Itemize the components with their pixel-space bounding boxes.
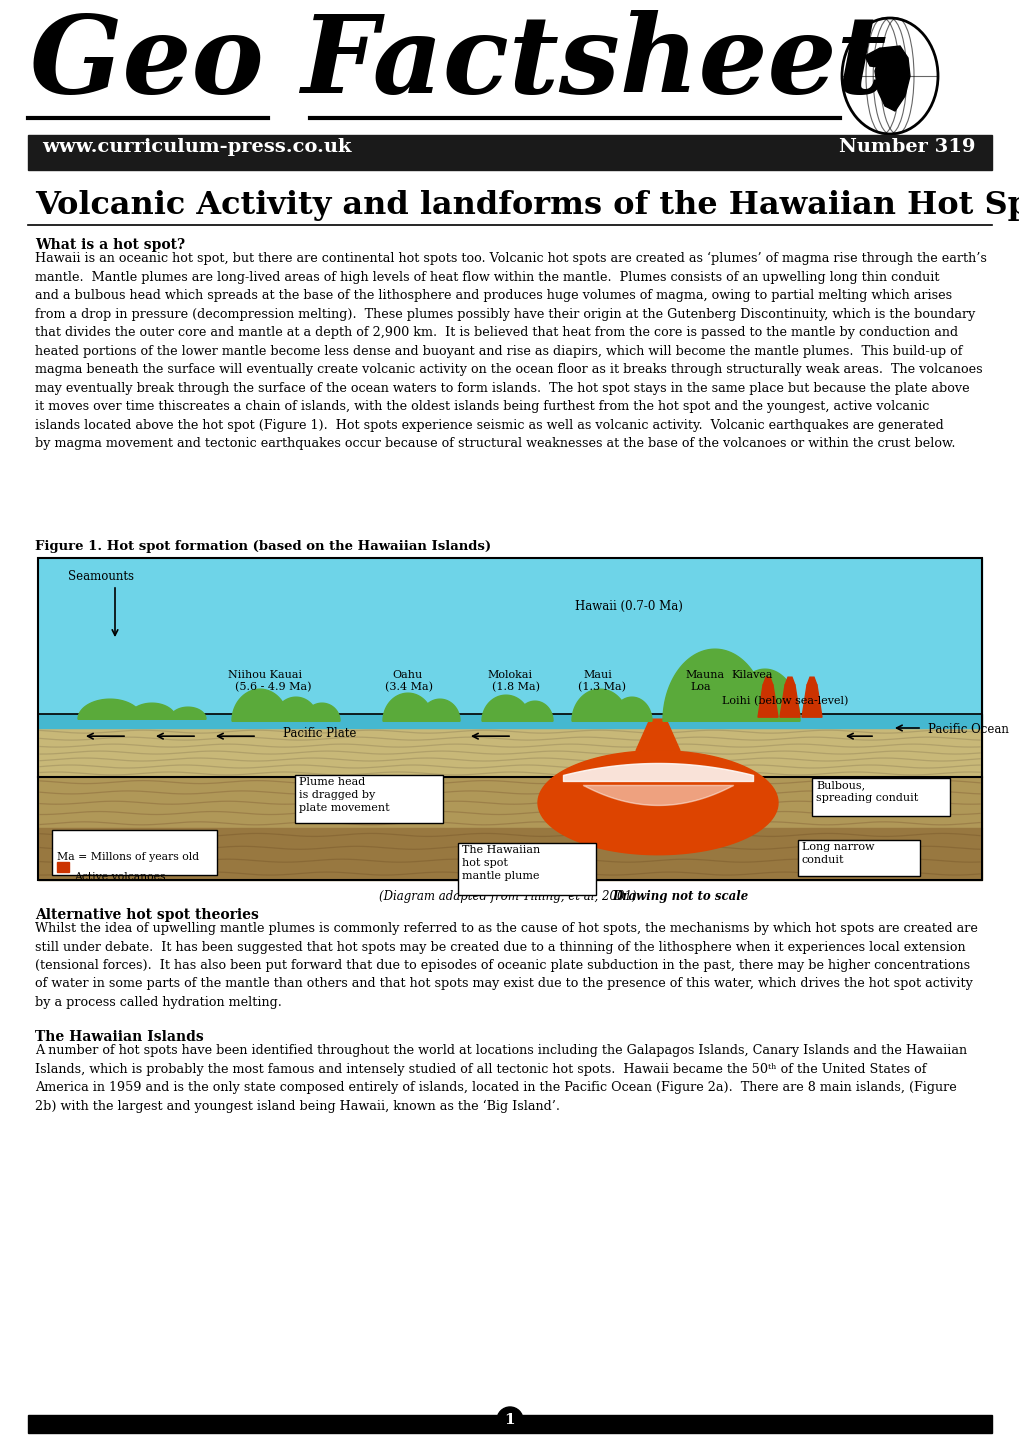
Polygon shape [757, 685, 777, 717]
Text: Niihou Kauai: Niihou Kauai [228, 671, 302, 681]
Text: Molokai: Molokai [486, 671, 532, 681]
Polygon shape [806, 678, 816, 685]
Bar [38, 558, 981, 880]
Polygon shape [517, 701, 552, 721]
Text: (Diagram adapted from Tilling, et al, 2001): (Diagram adapted from Tilling, et al, 20… [379, 890, 640, 903]
Bar [57, 862, 69, 872]
Text: Long narrow
conduit: Long narrow conduit [801, 842, 873, 865]
FancyBboxPatch shape [294, 774, 442, 823]
Text: Pacific Ocean: Pacific Ocean [927, 722, 1008, 735]
Polygon shape [762, 678, 772, 685]
Text: Geo Factsheet: Geo Factsheet [30, 10, 886, 115]
Polygon shape [231, 689, 287, 721]
Polygon shape [482, 695, 530, 721]
Text: Loa: Loa [689, 682, 710, 692]
Text: Pacific Plate: Pacific Plate [283, 727, 357, 740]
Text: The Hawaiian Islands: The Hawaiian Islands [35, 1030, 204, 1044]
FancyBboxPatch shape [458, 844, 595, 895]
Text: Plume head
is dragged by
plate movement: Plume head is dragged by plate movement [299, 777, 389, 813]
Polygon shape [382, 694, 433, 721]
Polygon shape [170, 707, 206, 720]
Text: Volcanic Activity and landforms of the Hawaiian Hot Spot: Volcanic Activity and landforms of the H… [35, 190, 1019, 221]
Text: (1.3 Ma): (1.3 Ma) [578, 682, 626, 692]
Polygon shape [730, 669, 799, 721]
Text: A number of hot spots have been identified throughout the world at locations inc: A number of hot spots have been identifi… [35, 1044, 966, 1113]
Polygon shape [537, 751, 777, 855]
Text: Whilst the idea of upwelling mantle plumes is commonly referred to as the cause : Whilst the idea of upwelling mantle plum… [35, 921, 977, 1009]
Text: Hawaii is an oceanic hot spot, but there are continental hot spots too. Volcanic: Hawaii is an oceanic hot spot, but there… [35, 252, 986, 450]
Text: Maui: Maui [583, 671, 611, 681]
Polygon shape [611, 696, 651, 721]
Polygon shape [304, 704, 339, 721]
Text: Drawing not to scale: Drawing not to scale [611, 890, 747, 903]
Text: Alternative hot spot theories: Alternative hot spot theories [35, 908, 259, 921]
Polygon shape [636, 720, 680, 751]
Bar [38, 714, 981, 728]
Text: Mauna: Mauna [685, 671, 723, 681]
Bar [28, 136, 991, 170]
Polygon shape [662, 649, 766, 721]
Bar [38, 714, 981, 777]
Bar [28, 1415, 991, 1433]
Text: Bulbous,
spreading conduit: Bulbous, spreading conduit [815, 780, 917, 803]
Text: The Hawaiian
hot spot
mantle plume: The Hawaiian hot spot mantle plume [462, 845, 540, 881]
Polygon shape [780, 685, 799, 717]
Text: 1: 1 [504, 1413, 515, 1428]
Circle shape [496, 1407, 523, 1433]
FancyBboxPatch shape [797, 841, 919, 875]
Text: (1.8 Ma): (1.8 Ma) [491, 682, 539, 692]
Polygon shape [801, 685, 821, 717]
Text: Oahu: Oahu [391, 671, 422, 681]
Ellipse shape [841, 17, 937, 134]
Text: Loihi (below sea-level): Loihi (below sea-level) [721, 696, 848, 707]
Text: Ma = Millons of years old: Ma = Millons of years old [57, 852, 199, 862]
Bar [38, 829, 981, 880]
Text: What is a hot spot?: What is a hot spot? [35, 238, 184, 252]
Polygon shape [572, 689, 628, 721]
Polygon shape [77, 699, 142, 720]
Text: www.curriculum-press.co.uk: www.curriculum-press.co.uk [42, 138, 351, 156]
Text: (5.6 - 4.9 Ma): (5.6 - 4.9 Ma) [234, 682, 311, 692]
FancyBboxPatch shape [52, 831, 217, 875]
Polygon shape [127, 704, 176, 720]
Polygon shape [874, 46, 909, 111]
Text: Hawaii (0.7-0 Ma): Hawaii (0.7-0 Ma) [575, 600, 682, 613]
Text: Figure 1. Hot spot formation (based on the Hawaiian Islands): Figure 1. Hot spot formation (based on t… [35, 539, 490, 552]
Polygon shape [274, 696, 318, 721]
Bar [38, 558, 981, 714]
Polygon shape [864, 48, 894, 68]
Text: Seamounts: Seamounts [68, 570, 133, 583]
Bar [38, 777, 981, 829]
Text: (3.4 Ma): (3.4 Ma) [384, 682, 433, 692]
Polygon shape [420, 699, 460, 721]
Polygon shape [785, 678, 794, 685]
Text: Active volcanoes: Active volcanoes [74, 872, 165, 883]
Text: Kilavea: Kilavea [731, 671, 771, 681]
Text: Number 319: Number 319 [839, 138, 975, 156]
FancyBboxPatch shape [811, 779, 949, 816]
